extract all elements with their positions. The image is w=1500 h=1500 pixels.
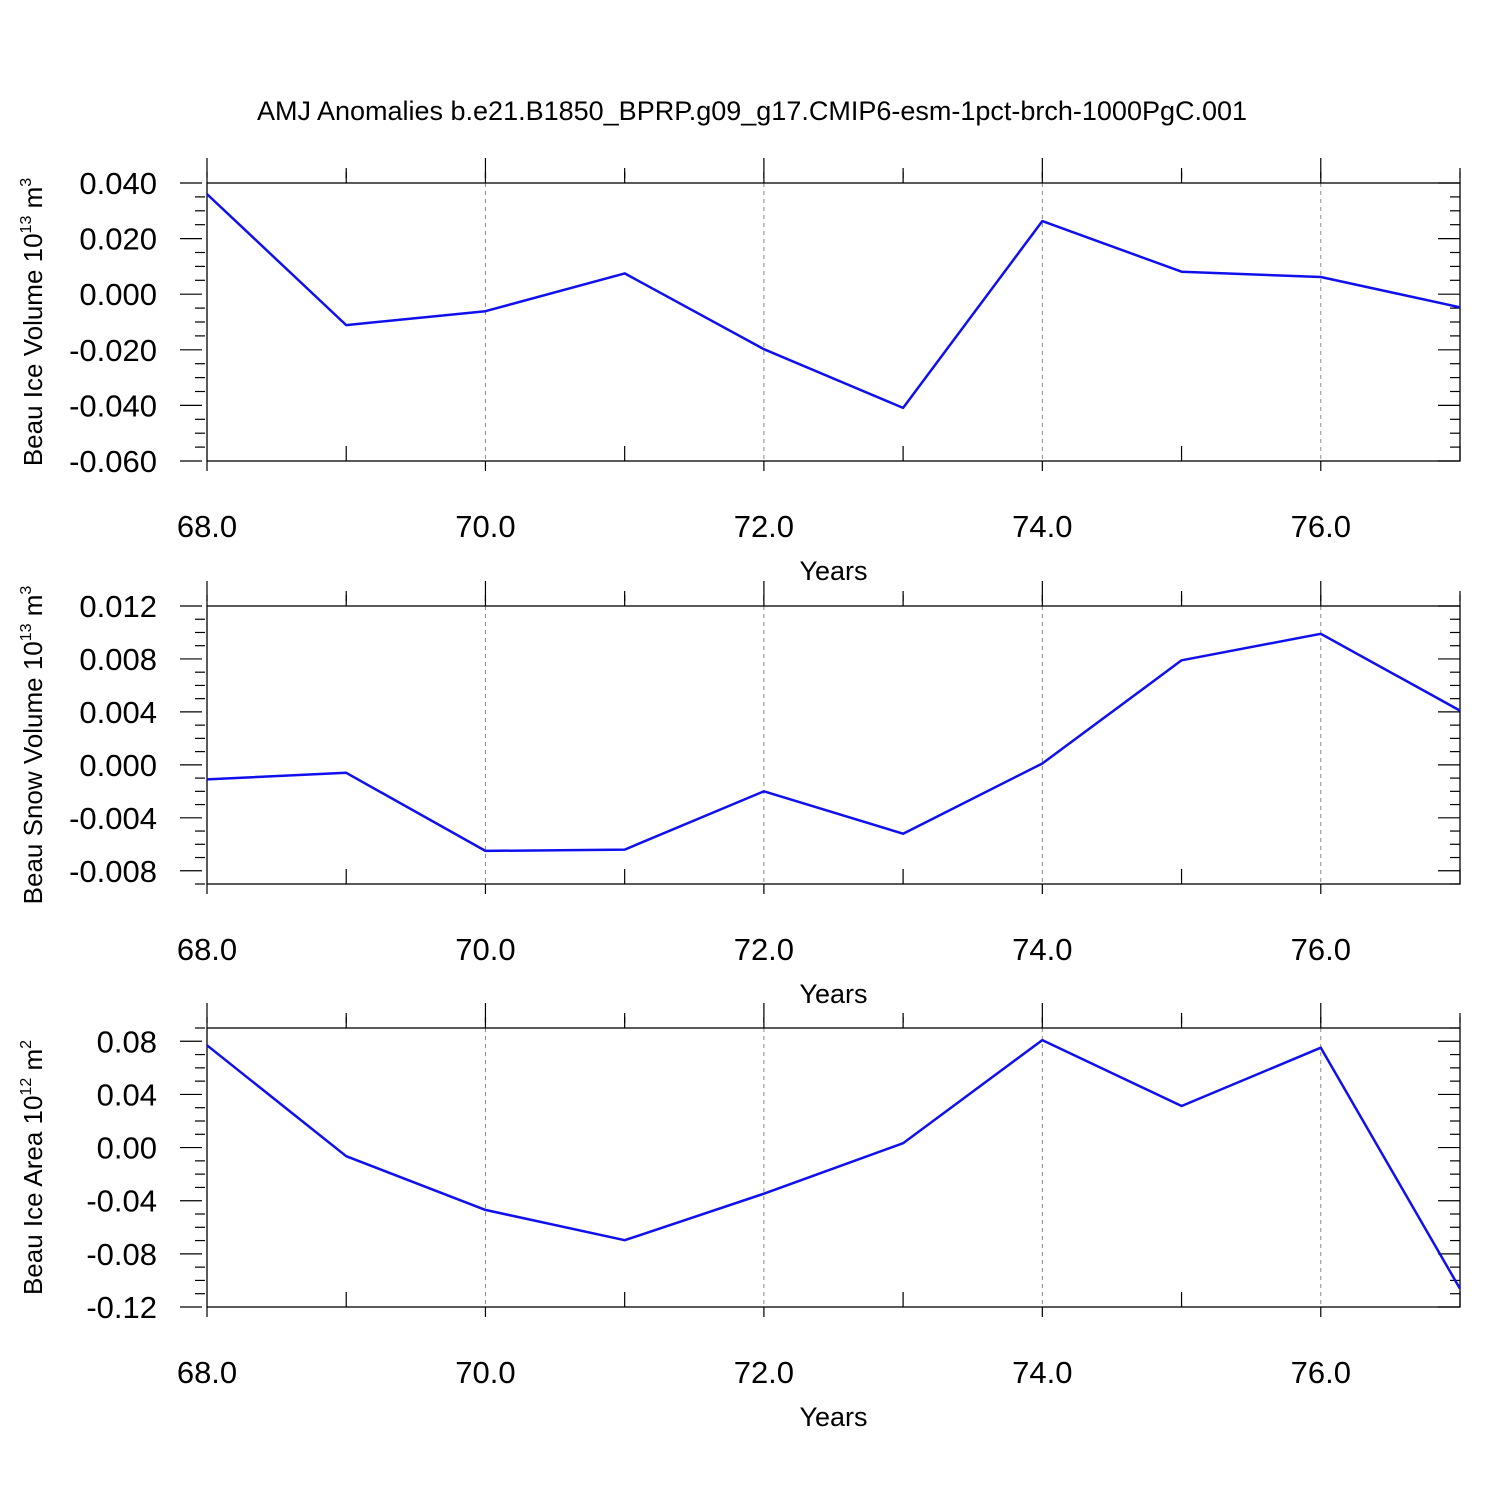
x-tick-label: 68.0 [177,1355,237,1390]
series-line [206,193,1461,410]
y-tick-label: 0.008 [79,642,157,677]
y-axis-title: Beau Ice Area 1012 m2 [18,1040,48,1295]
x-tick-label: 74.0 [1012,509,1072,544]
figure-title: AMJ Anomalies b.e21.B1850_BPRP.g09_g17.C… [257,96,1247,126]
x-tick-label: 76.0 [1291,932,1351,967]
x-tick-label: 72.0 [734,509,794,544]
x-tick-label: 68.0 [177,932,237,967]
y-axis-title: Beau Snow Volume 1013 m3 [18,586,48,905]
y-tick-label: 0.04 [97,1077,157,1112]
x-tick-label: 76.0 [1291,1355,1351,1390]
y-tick-label: 0.08 [97,1024,157,1059]
y-tick-label: -0.08 [86,1237,157,1272]
y-tick-label: 0.000 [79,277,157,312]
panels: -0.060 -0.040 -0.020 0.000 0.020 0.040 68.0 70.… [18,158,1462,1432]
x-tick-label: 70.0 [455,932,515,967]
x-axis-title: Years [799,1402,867,1432]
x-tick-label: 68.0 [177,509,237,544]
y-tick-label: -0.040 [69,388,157,423]
plot-frame [206,182,1461,462]
y-tick-label: 0.020 [79,222,157,257]
x-tick-label: 72.0 [734,1355,794,1390]
chart-panel-1: -0.060 -0.040 -0.020 0.000 0.020 0.040 68.0 70.… [18,158,1461,586]
x-tick-label: 76.0 [1291,509,1351,544]
series-line [206,632,1461,853]
y-tick-label: -0.004 [69,801,157,836]
x-tick-label: 74.0 [1012,1355,1072,1390]
plot-frame [206,1027,1461,1308]
x-tick-label: 74.0 [1012,932,1072,967]
y-tick-label: 0.00 [97,1131,157,1166]
x-axis-title: Years [799,556,867,586]
x-tick-label: 72.0 [734,932,794,967]
y-tick-label: -0.04 [86,1184,157,1219]
series-line [206,1038,1462,1290]
y-tick-label: 0.004 [79,695,157,730]
x-tick-label: 70.0 [455,1355,515,1390]
y-tick-label: -0.060 [69,444,157,479]
y-axis-title: Beau Ice Volume 1013 m3 [18,178,48,466]
y-tick-label: 0.000 [79,748,157,783]
x-tick-label: 70.0 [455,509,515,544]
chart-panel-2: -0.008 -0.004 0.000 0.004 0.008 0.012 68.0 70.0… [18,581,1461,1009]
chart-panel-3: -0.12 -0.08 -0.04 0.00 0.04 0.08 68.0 70.0 72.0 7… [18,1003,1462,1432]
y-tick-label: -0.12 [86,1290,157,1325]
y-tick-label: -0.020 [69,333,157,368]
plot-frame [206,605,1461,885]
y-tick-label: -0.008 [69,854,157,889]
x-axis-title: Years [799,979,867,1009]
y-tick-label: 0.040 [79,166,157,201]
y-tick-label: 0.012 [79,589,157,624]
